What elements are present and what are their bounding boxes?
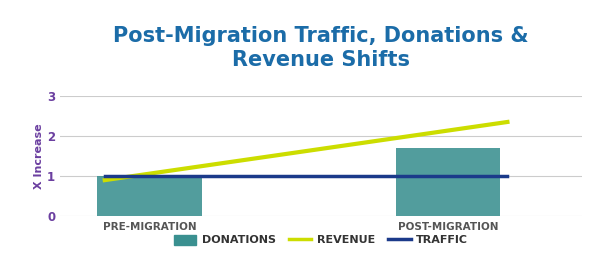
Legend: DONATIONS, REVENUE, TRAFFIC: DONATIONS, REVENUE, TRAFFIC xyxy=(169,230,473,250)
Text: Post-Migration Traffic, Donations &
Revenue Shifts: Post-Migration Traffic, Donations & Reve… xyxy=(113,26,529,70)
Bar xyxy=(395,148,500,216)
Bar xyxy=(97,176,202,216)
Y-axis label: X Increase: X Increase xyxy=(34,123,44,189)
